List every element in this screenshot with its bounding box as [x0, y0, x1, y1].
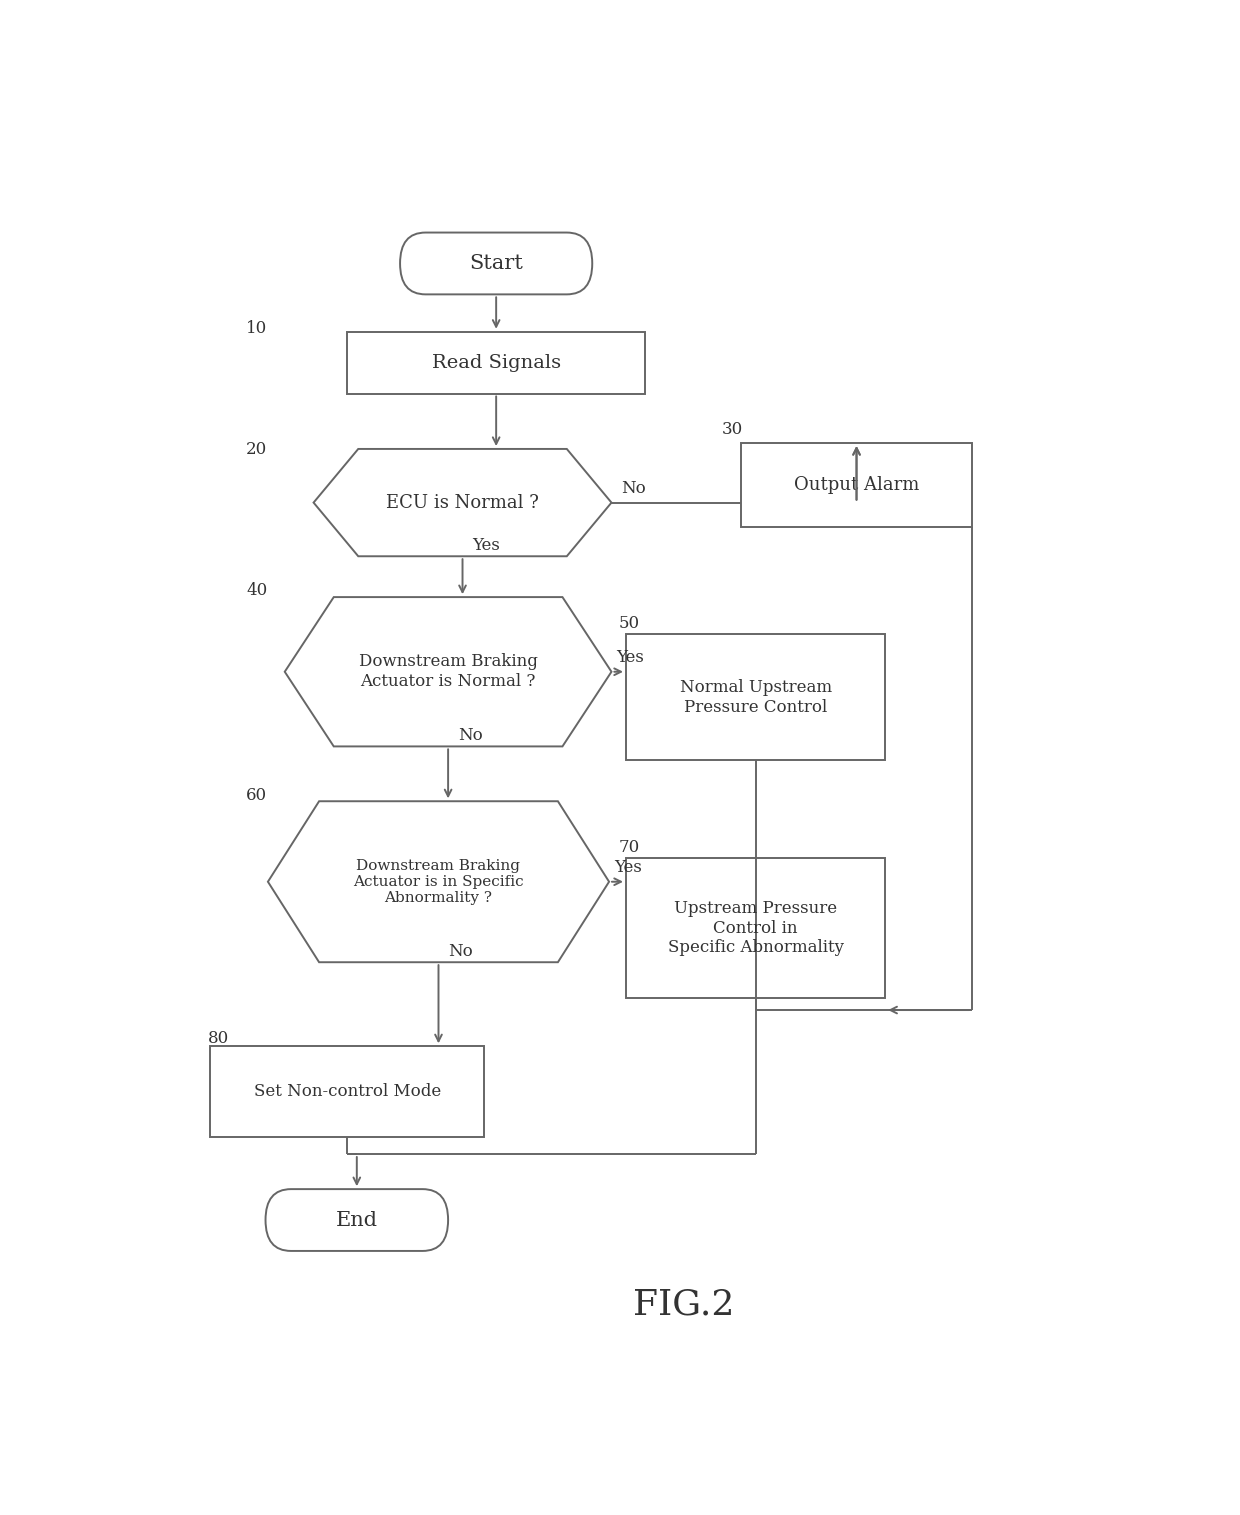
Text: No: No: [448, 942, 472, 961]
FancyBboxPatch shape: [626, 859, 885, 998]
Text: 50: 50: [619, 615, 640, 632]
Text: Downstream Braking
Actuator is in Specific
Abnormality ?: Downstream Braking Actuator is in Specif…: [353, 859, 523, 904]
FancyBboxPatch shape: [211, 1047, 484, 1138]
Text: Upstream Pressure
Control in
Specific Abnormality: Upstream Pressure Control in Specific Ab…: [667, 900, 843, 956]
Text: Normal Upstream
Pressure Control: Normal Upstream Pressure Control: [680, 679, 832, 715]
Text: 30: 30: [722, 421, 743, 438]
FancyBboxPatch shape: [626, 635, 885, 761]
Text: 60: 60: [247, 786, 268, 803]
FancyBboxPatch shape: [742, 442, 972, 527]
Polygon shape: [285, 597, 611, 747]
FancyBboxPatch shape: [265, 1189, 448, 1251]
Text: Set Non-control Mode: Set Non-control Mode: [253, 1083, 441, 1100]
FancyBboxPatch shape: [347, 332, 645, 394]
Polygon shape: [268, 801, 609, 962]
Text: 40: 40: [247, 582, 268, 600]
FancyBboxPatch shape: [401, 232, 593, 294]
Text: 10: 10: [247, 320, 268, 336]
Text: ECU is Normal ?: ECU is Normal ?: [386, 494, 539, 512]
Text: FIG.2: FIG.2: [632, 1288, 734, 1321]
Text: No: No: [621, 480, 646, 497]
Text: Read Signals: Read Signals: [432, 353, 560, 371]
Text: 80: 80: [208, 1030, 229, 1047]
Text: 70: 70: [619, 839, 640, 856]
Text: Yes: Yes: [616, 648, 644, 667]
Text: Downstream Braking
Actuator is Normal ?: Downstream Braking Actuator is Normal ?: [358, 653, 538, 689]
Text: Yes: Yes: [614, 859, 642, 876]
Text: 20: 20: [247, 441, 268, 458]
Text: No: No: [458, 727, 482, 744]
Text: End: End: [336, 1210, 378, 1230]
Text: Yes: Yes: [472, 536, 500, 554]
Polygon shape: [314, 448, 611, 556]
Text: Start: Start: [469, 255, 523, 273]
Text: Output Alarm: Output Alarm: [794, 476, 919, 494]
